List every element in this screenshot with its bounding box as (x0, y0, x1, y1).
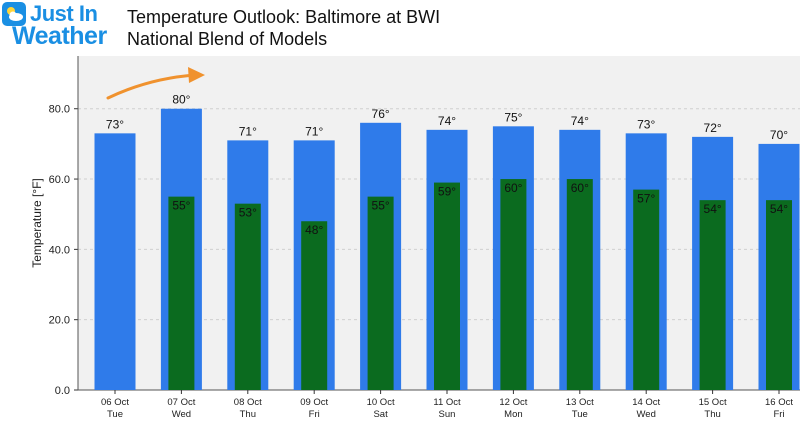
chart-title: Temperature Outlook: Baltimore at BWI (127, 7, 441, 27)
x-tick-label-date: 14 Oct (632, 397, 660, 408)
x-tick-label-date: 07 Oct (167, 397, 195, 408)
y-tick-label: 20.0 (49, 315, 70, 327)
x-tick-label-day: Wed (637, 409, 656, 420)
high-temp-label: 74° (571, 114, 589, 128)
low-temp-bar (234, 203, 261, 390)
high-temp-label: 73° (637, 117, 655, 131)
low-temp-label: 57° (637, 192, 655, 206)
header: Just In Weather Temperature Outlook: Bal… (0, 0, 800, 52)
x-tick-label-date: 10 Oct (367, 397, 395, 408)
x-tick-label-day: Sun (439, 409, 456, 420)
high-temp-label: 71° (305, 124, 323, 138)
low-temp-label: 54° (704, 202, 722, 216)
low-temp-bar (766, 200, 792, 390)
chart-title-block: Temperature Outlook: Baltimore at BWI Na… (127, 6, 440, 50)
low-temp-label: 60° (504, 181, 522, 195)
low-temp-label: 54° (770, 202, 788, 216)
brand-name-line1: Just In (30, 1, 98, 26)
x-tick-label-day: Tue (572, 409, 588, 420)
high-temp-label: 72° (704, 121, 722, 135)
trend-arrow-shaft (106, 73, 198, 100)
low-temp-bar (367, 196, 394, 390)
chart-subtitle: National Blend of Models (127, 29, 328, 49)
low-temp-bar (699, 200, 726, 390)
x-tick-label-day: Sat (373, 409, 388, 420)
y-tick-label: 0.0 (55, 385, 70, 397)
low-temp-bar (434, 182, 460, 390)
y-tick-label: 60.0 (49, 174, 70, 186)
y-tick-label: 40.0 (49, 244, 70, 256)
x-tick-label-day: Thu (240, 409, 256, 420)
x-tick-label-date: 16 Oct (765, 397, 793, 408)
x-tick-label-day: Fri (773, 409, 784, 420)
x-tick-label-day: Wed (172, 409, 191, 420)
brand-name-line2: Weather (12, 22, 107, 50)
high-temp-label: 71° (239, 124, 257, 138)
low-temp-label: 48° (305, 223, 323, 237)
trend-arrow-head (188, 67, 205, 83)
x-tick-label-date: 08 Oct (234, 397, 262, 408)
x-tick-label-day: Tue (107, 409, 123, 420)
high-temp-label: 75° (504, 110, 522, 124)
x-tick-label-date: 15 Oct (699, 397, 727, 408)
x-tick-label-date: 13 Oct (566, 397, 594, 408)
trend-arrow-icon (106, 67, 205, 100)
x-tick-label-date: 11 Oct (433, 397, 461, 408)
low-temp-bar (168, 196, 195, 390)
x-tick-label-day: Fri (309, 409, 320, 420)
y-tick-label: 80.0 (49, 104, 70, 116)
low-temp-bar (500, 179, 527, 390)
high-temp-bar (94, 133, 136, 391)
high-temp-label: 74° (438, 114, 456, 128)
high-temp-label: 80° (172, 93, 190, 107)
low-temp-label: 55° (372, 199, 390, 213)
y-axis-label: Temperature [°F] (30, 178, 44, 268)
low-temp-label: 53° (239, 206, 257, 220)
low-temp-label: 60° (571, 181, 589, 195)
low-temp-bar (566, 179, 593, 390)
x-tick-label-date: 12 Oct (499, 397, 527, 408)
low-temp-bar (633, 189, 660, 390)
sun-cloud-icon (2, 2, 26, 26)
low-temp-label: 59° (438, 185, 456, 199)
x-tick-label-date: 09 Oct (300, 397, 328, 408)
high-temp-label: 70° (770, 128, 788, 142)
brand-logo: Just In Weather (2, 1, 120, 50)
x-tick-label-day: Mon (504, 409, 522, 420)
x-tick-label-day: Thu (704, 409, 720, 420)
low-temp-bar (301, 221, 328, 390)
high-temp-label: 76° (372, 107, 390, 121)
high-temp-label: 73° (106, 117, 124, 131)
low-temp-label: 55° (172, 199, 190, 213)
x-tick-label-date: 06 Oct (101, 397, 129, 408)
